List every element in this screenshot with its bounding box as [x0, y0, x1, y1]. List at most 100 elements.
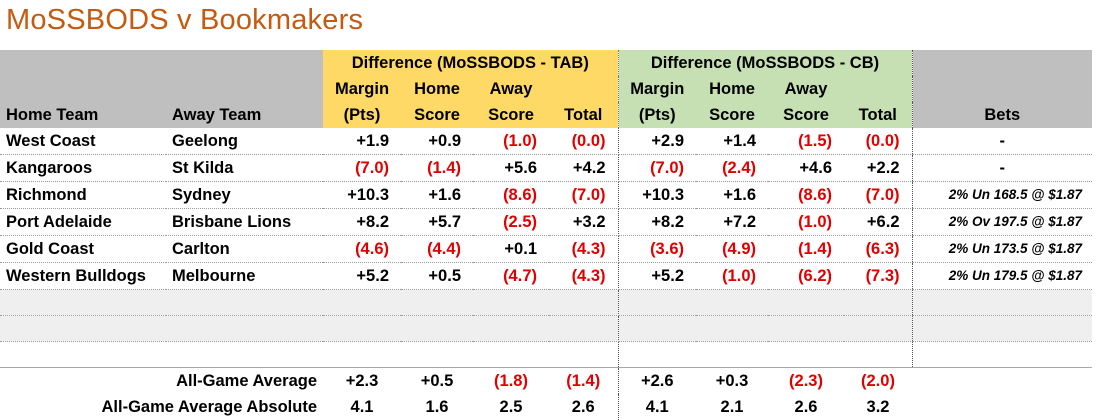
- tab-average-cell: 2.5: [499, 398, 523, 416]
- cb-diff-cell: (1.0): [768, 208, 844, 236]
- col-header-away-team: Away Team: [166, 102, 323, 128]
- table-row: Gold Coast Carlton (4.6) (4.4) +0.1 (4.3) (3.6…: [0, 235, 1092, 263]
- away-team-cell: Carlton: [166, 235, 323, 263]
- tab-diff-cell: +5.6: [473, 154, 549, 182]
- cb-diff-cell: (7.0): [844, 181, 912, 209]
- cb-diff-cell: +1.4: [696, 128, 768, 155]
- col-header-pts-tab: (Pts): [323, 102, 401, 128]
- col-header-score-away-cb: Score: [768, 102, 844, 128]
- tab-diff-cell: (4.7): [473, 262, 549, 290]
- tab-diff-cell: (0.0): [549, 128, 619, 155]
- table-row: West Coast Geelong +1.9 +0.9 (1.0) (0.0) +2.9 +…: [0, 128, 1092, 155]
- tab-average-cell: 2.6: [549, 394, 619, 420]
- table-row: Richmond Sydney +10.3 +1.6 (8.6) (7.0) +10.3 +1…: [0, 181, 1092, 209]
- col-header-home-cb: Home: [696, 76, 768, 102]
- average-row: All-Game Average Absolute 4.1 1.6 2.5 2.6 4.1…: [0, 394, 1092, 420]
- col-header-margin-tab: Margin: [323, 76, 401, 102]
- cb-average-cell: 4.1: [645, 398, 669, 416]
- cb-diff-cell: +7.2: [696, 208, 768, 236]
- cb-diff-cell: +5.2: [618, 262, 696, 290]
- tab-average-cell: 1.6: [425, 398, 449, 416]
- cb-diff-cell: (3.6): [618, 235, 696, 263]
- tab-diff-cell: (7.0): [549, 181, 619, 209]
- tab-diff-cell: (1.0): [473, 128, 549, 155]
- home-team-cell: Gold Coast: [0, 235, 166, 263]
- tab-diff-cell: (4.6): [323, 235, 401, 263]
- tab-diff-cell: +1.6: [401, 181, 473, 209]
- tab-diff-cell: (8.6): [473, 181, 549, 209]
- group-header-tab: Difference (MoSSBODS - TAB): [323, 50, 619, 76]
- col-header-score-home-cb: Score: [696, 102, 768, 128]
- col-header-total-tab: Total: [549, 102, 619, 128]
- table-row: Port Adelaide Brisbane Lions +8.2 +5.7 (2.5)…: [0, 208, 1092, 236]
- bet-cell: 2% Un 173.5 @ $1.87: [911, 235, 1092, 263]
- col-header-away-tab: Away: [473, 76, 549, 102]
- cb-diff-cell: (4.9): [696, 235, 768, 263]
- cb-diff-cell: (7.0): [618, 154, 696, 182]
- cb-diff-cell: (8.6): [768, 181, 844, 209]
- cb-diff-cell: +4.6: [768, 154, 844, 182]
- away-team-cell: Brisbane Lions: [166, 208, 323, 236]
- cb-diff-cell: +2.9: [618, 128, 696, 155]
- bet-cell: 2% Un 179.5 @ $1.87: [911, 262, 1092, 290]
- col-header-bets: Bets: [911, 102, 1092, 128]
- bet-cell: 2% Un 168.5 @ $1.87: [911, 181, 1092, 209]
- cb-average-cell: 2.1: [720, 398, 744, 416]
- col-header-score-away-tab: Score: [473, 102, 549, 128]
- home-team-cell: Port Adelaide: [0, 208, 166, 236]
- cb-diff-cell: (6.2): [768, 262, 844, 290]
- cb-diff-cell: (0.0): [844, 128, 912, 155]
- tab-average-cell: +2.3: [323, 367, 401, 394]
- tab-diff-cell: (2.5): [473, 208, 549, 236]
- tab-diff-cell: +0.5: [401, 262, 473, 290]
- col-header-pts-cb: (Pts): [618, 102, 696, 128]
- cb-diff-cell: +8.2: [618, 208, 696, 236]
- header-corner: [0, 50, 166, 76]
- tab-average-cell: (1.8): [473, 367, 549, 394]
- cb-diff-cell: (1.4): [768, 235, 844, 263]
- average-row: All-Game Average +2.3 +0.5 (1.8) (1.4) +2.6 +0…: [0, 367, 1092, 394]
- tab-average-cell: (1.4): [549, 367, 619, 394]
- away-team-cell: St Kilda: [166, 154, 323, 182]
- tab-diff-cell: +8.2: [323, 208, 401, 236]
- away-team-cell: Geelong: [166, 128, 323, 155]
- cb-diff-cell: (2.4): [696, 154, 768, 182]
- tab-diff-cell: (1.4): [401, 154, 473, 182]
- col-header-away-cb: Away: [768, 76, 844, 102]
- cb-diff-cell: (1.5): [768, 128, 844, 155]
- tab-diff-cell: +5.7: [401, 208, 473, 236]
- table-row: Western Bulldogs Melbourne +5.2 +0.5 (4.7) (4…: [0, 262, 1092, 290]
- comparison-table: Difference (MoSSBODS - TAB) Difference (…: [0, 50, 1092, 420]
- cb-diff-cell: +6.2: [844, 208, 912, 236]
- tab-diff-cell: +3.2: [549, 208, 619, 236]
- page-title: MoSSBODS v Bookmakers: [6, 4, 364, 36]
- tab-diff-cell: +1.9: [323, 128, 401, 155]
- tab-diff-cell: (4.3): [549, 262, 619, 290]
- home-team-cell: Western Bulldogs: [0, 262, 166, 290]
- cb-diff-cell: (1.0): [696, 262, 768, 290]
- average-label: All-Game Average Absolute: [101, 398, 317, 416]
- cb-diff-cell: (7.3): [844, 262, 912, 290]
- home-team-cell: Kangaroos: [0, 154, 166, 182]
- cb-diff-cell: +10.3: [618, 181, 696, 209]
- cb-average-cell: 2.6: [794, 398, 818, 416]
- tab-diff-cell: (4.3): [549, 235, 619, 263]
- cb-average-cell: +0.3: [696, 367, 768, 394]
- empty-row: [0, 341, 1092, 368]
- tab-diff-cell: +5.2: [323, 262, 401, 290]
- cb-average-cell: (2.3): [768, 367, 844, 394]
- cb-average-cell: +2.6: [618, 367, 696, 394]
- cb-average-cell: (2.0): [844, 367, 912, 394]
- cb-average-cell: 3.2: [866, 398, 890, 416]
- cb-diff-cell: (6.3): [844, 235, 912, 263]
- cb-diff-cell: +1.6: [696, 181, 768, 209]
- tab-diff-cell: +10.3: [323, 181, 401, 209]
- away-team-cell: Melbourne: [166, 262, 323, 290]
- home-team-cell: Richmond: [0, 181, 166, 209]
- tab-diff-cell: (7.0): [323, 154, 401, 182]
- away-team-cell: Sydney: [166, 181, 323, 209]
- col-header-total-cb: Total: [844, 102, 912, 128]
- tab-average-cell: 4.1: [350, 398, 374, 416]
- bet-cell: -: [911, 154, 1092, 182]
- empty-row: [0, 289, 1092, 316]
